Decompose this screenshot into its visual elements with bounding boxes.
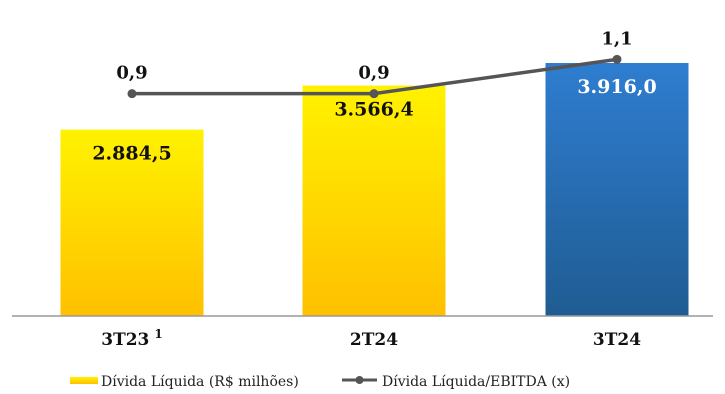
x-tick-label: 3T23 1 bbox=[101, 327, 163, 350]
ratio-value-label: 0,9 bbox=[116, 63, 147, 84]
ratio-point-2T24 bbox=[369, 89, 379, 99]
ratio-value-label: 0,9 bbox=[358, 63, 389, 84]
legend-label-line: Dívida Líquida/EBITDA (x) bbox=[382, 374, 570, 390]
bar-value-label: 3.916,0 bbox=[577, 76, 656, 98]
bar-2T24 bbox=[302, 85, 446, 316]
legend-label-bar: Dívida Líquida (R$ milhões) bbox=[101, 374, 299, 390]
line-data-labels: 0,9 0,9 1,1 bbox=[116, 28, 632, 83]
legend-swatch-marker bbox=[355, 376, 364, 384]
legend-swatch-bar bbox=[70, 377, 98, 384]
x-tick-label-text: 3T23 bbox=[101, 330, 149, 350]
bar-value-label: 2.884,5 bbox=[92, 143, 171, 165]
bar-series bbox=[60, 63, 689, 316]
ratio-value-label: 1,1 bbox=[601, 28, 632, 49]
x-tick-label: 2T24 bbox=[350, 330, 398, 350]
x-tick-labels: 3T23 1 2T24 3T24 bbox=[101, 327, 641, 350]
ratio-point-3T24 bbox=[612, 54, 622, 64]
x-tick-label: 3T24 bbox=[593, 330, 641, 350]
x-tick-label-text: 2T24 bbox=[350, 330, 398, 350]
x-tick-label-text: 3T24 bbox=[593, 330, 641, 350]
ratio-line-series bbox=[127, 54, 622, 99]
legend: Dívida Líquida (R$ milhões) Dívida Líqui… bbox=[70, 374, 570, 390]
bar-data-labels: 2.884,5 3.566,4 3.916,0 bbox=[92, 76, 656, 165]
ratio-point-3T23 bbox=[127, 89, 137, 99]
x-tick-footnote-marker: 1 bbox=[154, 327, 162, 341]
bar-3T23 bbox=[60, 129, 204, 316]
bar-value-label: 3.566,4 bbox=[334, 99, 413, 121]
bar-3T24 bbox=[545, 63, 689, 316]
